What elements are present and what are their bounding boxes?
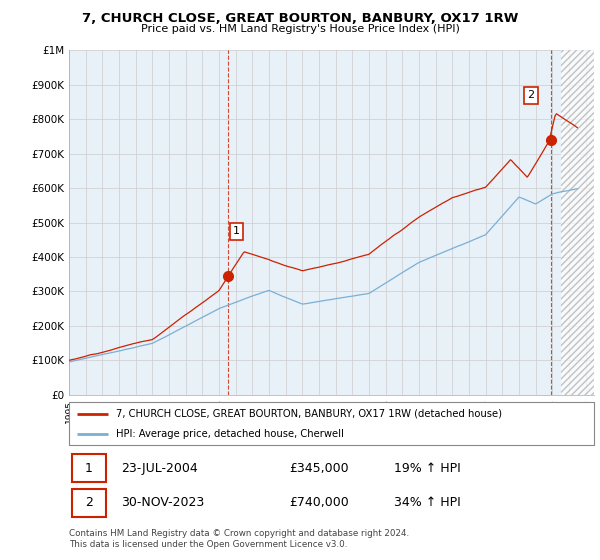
Text: 7, CHURCH CLOSE, GREAT BOURTON, BANBURY, OX17 1RW (detached house): 7, CHURCH CLOSE, GREAT BOURTON, BANBURY,… <box>116 409 502 419</box>
Text: £345,000: £345,000 <box>290 461 349 475</box>
Text: Contains HM Land Registry data © Crown copyright and database right 2024.
This d: Contains HM Land Registry data © Crown c… <box>69 529 409 549</box>
Text: 2: 2 <box>85 496 92 510</box>
Text: Price paid vs. HM Land Registry's House Price Index (HPI): Price paid vs. HM Land Registry's House … <box>140 24 460 34</box>
Text: 19% ↑ HPI: 19% ↑ HPI <box>395 461 461 475</box>
Text: £740,000: £740,000 <box>290 496 349 510</box>
FancyBboxPatch shape <box>71 454 106 482</box>
Text: 34% ↑ HPI: 34% ↑ HPI <box>395 496 461 510</box>
FancyBboxPatch shape <box>69 402 594 445</box>
Text: 1: 1 <box>85 461 92 475</box>
Text: 23-JUL-2004: 23-JUL-2004 <box>121 461 198 475</box>
Bar <box>560 50 594 395</box>
Text: 2: 2 <box>527 90 535 100</box>
Text: 1: 1 <box>233 226 240 236</box>
Text: 7, CHURCH CLOSE, GREAT BOURTON, BANBURY, OX17 1RW: 7, CHURCH CLOSE, GREAT BOURTON, BANBURY,… <box>82 12 518 25</box>
Text: 30-NOV-2023: 30-NOV-2023 <box>121 496 205 510</box>
Text: HPI: Average price, detached house, Cherwell: HPI: Average price, detached house, Cher… <box>116 430 344 439</box>
FancyBboxPatch shape <box>71 489 106 517</box>
